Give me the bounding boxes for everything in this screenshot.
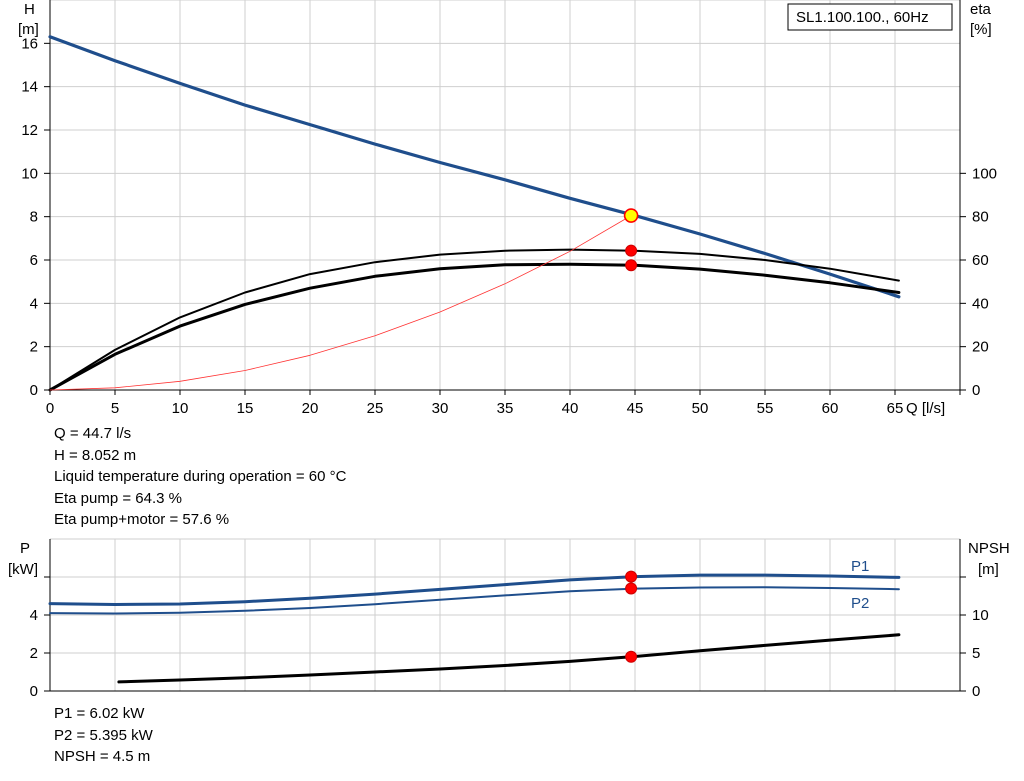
top-left-tick-label: 4 xyxy=(30,295,38,312)
title-box xyxy=(787,3,953,31)
bottom-right-tick-label: 5 xyxy=(972,645,980,662)
top-chart-series xyxy=(48,35,901,392)
bottom-right-tick-label: 10 xyxy=(972,607,989,624)
eta-pump-curve xyxy=(49,248,900,391)
eta-pump-motor-curve xyxy=(48,262,901,392)
npsh-curve xyxy=(117,633,901,684)
top-chart-markers xyxy=(623,208,639,272)
top-left-tick-label: 10 xyxy=(21,165,38,182)
bottom-left-axis-label-2: [kW] xyxy=(8,561,38,578)
bottom-left-axis-label-1: P xyxy=(20,540,30,557)
info-head: H = 8.052 m xyxy=(54,446,137,464)
bottom-operating-marker xyxy=(625,582,638,595)
top-left-tick-label: 16 xyxy=(21,35,38,52)
bottom-right-axis-label-1: NPSH xyxy=(968,540,1010,557)
top-left-tick-label: 12 xyxy=(21,122,38,139)
top-x-tick-label: 50 xyxy=(692,400,709,417)
bottom-left-tick-label: 0 xyxy=(30,683,38,700)
top-right-tick-label: 100 xyxy=(972,165,997,182)
info-p1: P1 = 6.02 kW xyxy=(54,705,145,722)
top-x-tick-label: 20 xyxy=(302,400,319,417)
bottom-chart-axes: 0 2 4 0 5 10 xyxy=(30,539,989,700)
top-chart-grid xyxy=(49,0,961,391)
p2-series-label: P2 xyxy=(851,595,869,612)
top-x-axis-label: Q [l/s] xyxy=(906,400,945,417)
top-right-tick-label: 60 xyxy=(972,252,989,269)
top-left-tick-label: 0 xyxy=(30,382,38,399)
top-x-tick-label: 30 xyxy=(432,400,449,417)
top-x-tick-label: 60 xyxy=(822,400,839,417)
top-left-tick-label: 2 xyxy=(30,339,38,356)
operating-point-info: Q = 44.7 l/s H = 8.052 m Liquid temperat… xyxy=(54,423,346,531)
bottom-left-tick-label: 4 xyxy=(30,607,38,624)
top-right-tick-label: 0 xyxy=(972,382,980,399)
bottom-right-tick-label: 0 xyxy=(972,683,980,700)
eta-marker xyxy=(625,259,638,272)
info-eta-pump: Eta pump = 64.3 % xyxy=(54,489,182,507)
system-curve xyxy=(49,215,632,391)
info-eta-pump-motor: Eta pump+motor = 57.6 % xyxy=(54,511,230,528)
top-left-tick-label: 6 xyxy=(30,252,38,269)
chart-title: SL1.100.100., 60Hz xyxy=(796,9,929,26)
top-right-axis-label-2: [%] xyxy=(970,21,992,38)
operating-point-marker xyxy=(623,208,639,223)
top-chart-axes: 0 5 10 15 20 25 30 35 40 45 50 55 60 65 0 2 4 6 8 10 12 14 16 0… xyxy=(21,0,997,417)
bottom-chart-grid xyxy=(49,538,961,692)
bottom-chart-series xyxy=(48,573,901,684)
top-x-tick-label: 65 xyxy=(887,400,904,417)
top-x-tick-label: 35 xyxy=(497,400,514,417)
bottom-right-axis-label-2: [m] xyxy=(978,561,999,578)
top-left-axis-label-2: [m] xyxy=(18,21,39,38)
p2-curve xyxy=(49,586,900,615)
bottom-left-tick-label: 2 xyxy=(30,645,38,662)
bottom-operating-marker xyxy=(625,650,638,663)
info-p2: P2 = 5.395 kW xyxy=(54,726,153,744)
info-npsh: NPSH = 4.5 m xyxy=(54,748,151,765)
bottom-operating-marker xyxy=(625,570,638,583)
top-left-axis-label-1: H xyxy=(24,1,35,18)
top-right-axis-label-1: eta xyxy=(970,1,992,18)
info-flow: Q = 44.7 l/s xyxy=(54,425,132,442)
info-liquid-temperature: Liquid temperature during operation = 60… xyxy=(54,468,347,485)
top-right-tick-label: 40 xyxy=(972,295,989,312)
bottom-chart-markers xyxy=(625,570,638,663)
top-x-tick-label: 40 xyxy=(562,400,579,417)
top-x-tick-label: 5 xyxy=(111,400,119,417)
power-info: P1 = 6.02 kW P2 = 5.395 kW NPSH = 4.5 m xyxy=(54,703,153,768)
top-right-tick-label: 80 xyxy=(972,209,989,226)
top-x-tick-label: 55 xyxy=(757,400,774,417)
top-x-tick-label: 10 xyxy=(172,400,189,417)
top-left-tick-label: 14 xyxy=(21,79,38,96)
top-x-tick-label: 45 xyxy=(627,400,644,417)
top-x-tick-label: 0 xyxy=(46,400,54,417)
top-right-tick-label: 20 xyxy=(972,339,989,356)
p1-series-label: P1 xyxy=(851,558,869,575)
top-x-tick-label: 25 xyxy=(367,400,384,417)
p1-curve xyxy=(48,573,901,606)
top-left-tick-label: 8 xyxy=(30,209,38,226)
eta-marker xyxy=(625,244,638,257)
qh-curve xyxy=(48,35,901,299)
top-x-tick-label: 15 xyxy=(237,400,254,417)
